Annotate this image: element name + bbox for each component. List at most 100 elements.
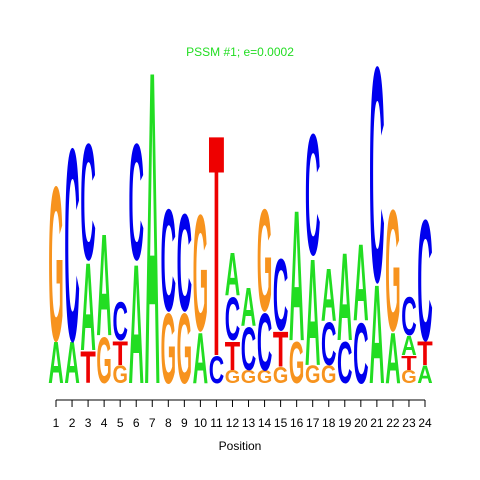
letter-group: G: [193, 181, 208, 366]
x-axis-label: Position: [219, 439, 262, 453]
logo-letter: A: [225, 240, 240, 309]
letter-group: G: [112, 361, 127, 389]
letter-group: C: [161, 180, 176, 342]
x-tick-label: 8: [165, 416, 172, 430]
logo-letter: T: [80, 343, 95, 393]
letter-group: T: [401, 352, 416, 375]
logo-letter: A: [305, 228, 320, 398]
logo-letter: A: [64, 330, 79, 396]
letter-group: G: [289, 330, 304, 396]
letter-group: C: [80, 110, 95, 295]
x-tick-label: 15: [274, 416, 288, 430]
logo-letter: T: [112, 334, 127, 372]
letter-group: G: [225, 367, 240, 387]
logo-letter: G: [273, 363, 288, 388]
logo-letter: G: [241, 367, 256, 387]
letter-group: A: [321, 252, 336, 336]
letter-group: C: [353, 304, 368, 401]
logo-letter: T: [417, 334, 432, 372]
x-tick-label: 16: [290, 416, 304, 430]
logo-letter: A: [417, 361, 432, 389]
x-tick-label: 10: [194, 416, 208, 430]
x-tick-label: 23: [402, 416, 416, 430]
logo-letter: G: [96, 323, 111, 397]
letter-group: C: [64, 90, 79, 398]
letter-group: C: [273, 238, 288, 352]
logo-letter: G: [161, 293, 176, 405]
letter-group: A: [96, 205, 111, 367]
letter-group: A: [193, 317, 208, 399]
logo-letter: G: [289, 330, 304, 396]
logo-letter: C: [337, 330, 352, 396]
logo-letter: C: [401, 286, 416, 347]
letter-group: G: [96, 323, 111, 397]
logo-letter: C: [64, 90, 79, 398]
chart-title: PSSM #1; e=0.0002: [186, 45, 294, 59]
letter-group: A: [289, 171, 304, 380]
letter-group: C: [305, 98, 320, 291]
letter-group: A: [225, 240, 240, 309]
logo-letter: G: [48, 142, 63, 388]
logo-letter: C: [305, 98, 320, 291]
logo-letter: C: [369, 4, 384, 347]
logo-letter: A: [401, 330, 416, 361]
logo-letter: G: [257, 180, 272, 342]
logo-letter: A: [193, 317, 208, 399]
logo-letter: A: [369, 255, 384, 413]
letter-group: C: [177, 184, 192, 340]
letter-group: G: [161, 293, 176, 405]
logo-letter: C: [161, 180, 176, 342]
letter-group: A: [241, 276, 256, 337]
letter-group: C: [112, 291, 127, 352]
letter-group: T: [80, 343, 95, 393]
letter-group: C: [401, 286, 416, 347]
x-tick-label: 17: [306, 416, 320, 430]
letter-group: A: [64, 330, 79, 396]
letter-group: G: [257, 367, 272, 387]
logo-letter: T: [273, 321, 288, 377]
letter-group: A: [401, 330, 416, 361]
logo-letter: G: [177, 293, 192, 405]
x-tick-label: 14: [258, 416, 272, 430]
logo-letter: C: [80, 110, 95, 295]
x-tick-label: 1: [53, 416, 60, 430]
x-tick-label: 12: [226, 416, 240, 430]
letter-group: C: [257, 296, 272, 387]
logo-letter: C: [321, 309, 336, 378]
logo-letter: A: [337, 227, 352, 367]
logo-letter: C: [353, 304, 368, 401]
logo-letter: G: [305, 361, 320, 389]
logo-letter: T: [209, 69, 224, 422]
x-tick-label: 24: [418, 416, 432, 430]
letter-group: C: [209, 348, 224, 391]
x-tick-label: 21: [370, 416, 384, 430]
letter-group: A: [369, 255, 384, 413]
x-tick-label: 2: [69, 416, 76, 430]
x-tick-label: 22: [386, 416, 400, 430]
logo-letter: T: [401, 352, 416, 375]
letter-group: G: [48, 142, 63, 388]
logo-letter: G: [257, 367, 272, 387]
letter-group: T: [417, 334, 432, 372]
logo-letter: A: [241, 276, 256, 337]
letter-group: A: [145, 0, 160, 478]
logo-letter: G: [385, 173, 400, 366]
logo-letter: G: [193, 181, 208, 366]
logo-letter: C: [209, 348, 224, 391]
x-tick-label: 13: [242, 416, 256, 430]
letter-group: T: [209, 69, 224, 422]
logo-letter: A: [96, 205, 111, 367]
logo-letter: C: [273, 238, 288, 352]
logo-letter: C: [225, 285, 240, 354]
letter-group: A: [80, 237, 95, 377]
letter-group: T: [112, 334, 127, 372]
x-tick-label: 11: [210, 416, 223, 430]
x-tick-label: 18: [322, 416, 336, 430]
logo-letter: T: [225, 333, 240, 379]
x-tick-label: 3: [85, 416, 92, 430]
x-tick-label: 20: [354, 416, 368, 430]
letter-group: G: [177, 293, 192, 405]
letter-group: G: [257, 180, 272, 342]
logo-letter: G: [401, 367, 416, 387]
logo-letter: C: [417, 183, 432, 376]
